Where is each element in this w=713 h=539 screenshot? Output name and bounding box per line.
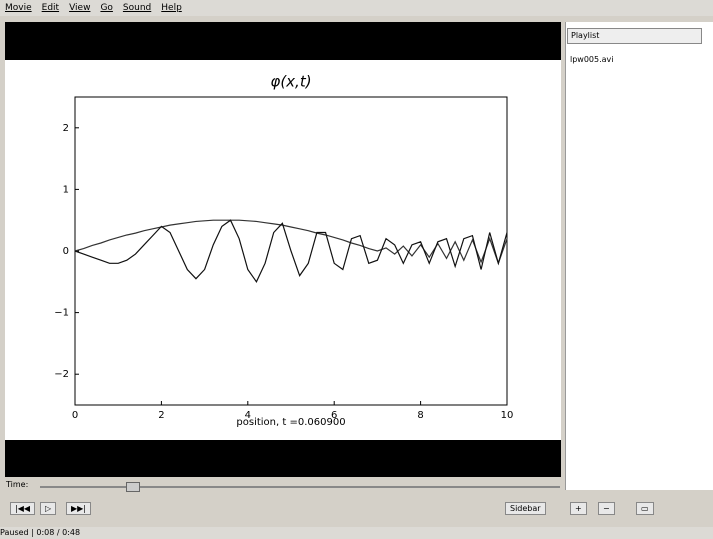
save-button[interactable]: ▭	[636, 502, 654, 515]
menu-item[interactable]: View	[69, 3, 90, 13]
x-tick-label: 0	[72, 410, 78, 421]
y-tick-label: 2	[63, 123, 69, 134]
menu-item[interactable]: Go	[100, 3, 112, 13]
menu-item[interactable]: Help	[161, 3, 182, 13]
chart-title: φ(x,t)	[270, 73, 311, 91]
next-button[interactable]: ▶▶|	[66, 502, 91, 515]
sidebar	[565, 22, 713, 490]
menu-item[interactable]: Edit	[42, 3, 59, 13]
playlist-item[interactable]: lpw005.avi	[570, 55, 614, 64]
x-tick-label: 10	[501, 410, 514, 421]
menu-item[interactable]: Movie	[5, 3, 32, 13]
status-bar: Paused | 0:08 / 0:48	[0, 527, 713, 539]
menu-bar: Movie Edit View Go Sound Help	[0, 0, 713, 16]
x-tick-label: 8	[417, 410, 423, 421]
plot: φ(x,t) position, t =0.060900 0 2 4 6 8 10 −2 −1 0 1…	[5, 60, 561, 440]
time: 0:08 / 0:48	[36, 528, 80, 537]
x-axis-label: position, t =0.060900	[236, 417, 345, 428]
y-tick-label: −1	[54, 308, 69, 319]
y-tick-label: 0	[63, 246, 69, 257]
y-tick-label: −2	[54, 369, 69, 380]
remove-button[interactable]: −	[598, 502, 615, 515]
time-label: Time:	[6, 480, 28, 489]
x-tick-label: 6	[331, 410, 337, 421]
playlist-dropdown[interactable]: Playlist	[567, 28, 702, 44]
x-tick-label: 4	[245, 410, 251, 421]
status: Paused	[0, 528, 29, 537]
play-button[interactable]: ▷	[40, 502, 56, 515]
prev-button[interactable]: |◀◀	[10, 502, 35, 515]
slider-handle[interactable]	[126, 482, 140, 492]
x-tick-label: 2	[158, 410, 164, 421]
y-tick-label: 1	[63, 184, 69, 195]
add-button[interactable]: +	[570, 502, 587, 515]
time-slider[interactable]	[40, 486, 560, 488]
sidebar-button[interactable]: Sidebar	[505, 502, 546, 515]
plot-background	[5, 60, 561, 440]
page: {"menu":["Movie","Edit","View","Go","Sou…	[0, 0, 713, 539]
menu-item[interactable]: Sound	[123, 3, 151, 13]
